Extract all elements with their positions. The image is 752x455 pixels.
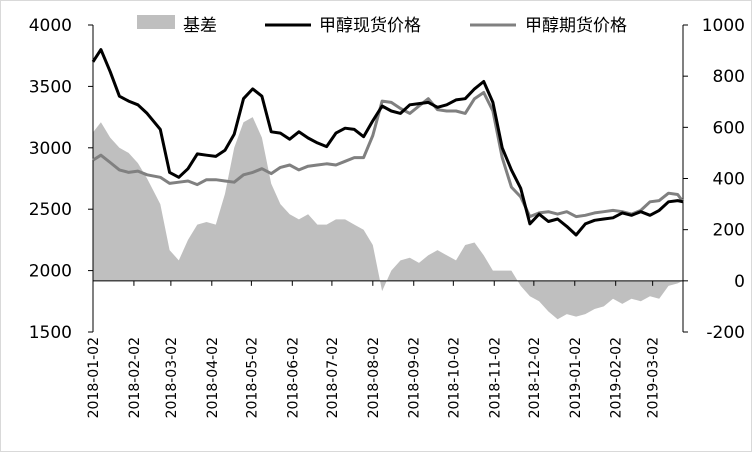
series-basis-area (93, 117, 683, 320)
x-tick-label: 2018-10-02 (446, 337, 462, 418)
x-tick-label: 2018-07-02 (325, 337, 341, 418)
x-tick-label: 2018-08-02 (366, 337, 382, 418)
legend: 基差 甲醇现货价格 甲醇期货价格 (137, 15, 627, 36)
legend-basis-swatch (137, 15, 175, 29)
left-tick-label: 4000 (29, 16, 72, 36)
basis-area-layer (93, 117, 683, 320)
right-tick-label: 800 (713, 67, 745, 87)
legend-label: 基差 (183, 16, 217, 36)
x-tick-label: 2018-02-02 (127, 337, 143, 418)
right-tick-label: -200 (706, 323, 745, 343)
x-tick-label: 2018-11-02 (487, 337, 503, 418)
axes-layer (88, 24, 688, 333)
tick-labels-layer: 2018-01-02 2018-02-02 2018-03-02 2018-04-02… (29, 16, 745, 418)
x-tick-label: 2019-02-02 (609, 337, 625, 418)
x-tick-label: 2019-03-02 (646, 337, 662, 418)
legend-label: 甲醇现货价格 (319, 16, 421, 36)
x-tick-label: 2018-09-02 (407, 337, 423, 418)
right-tick-label: 200 (713, 221, 745, 241)
left-tick-label: 3000 (29, 139, 72, 159)
right-tick-label: 0 (734, 272, 745, 292)
x-tick-label: 2018-03-02 (164, 337, 180, 418)
x-tick-label: 2018-05-02 (244, 337, 260, 418)
right-tick-label: 400 (713, 170, 745, 190)
right-tick-label: 600 (713, 118, 745, 138)
left-tick-label: 2000 (29, 262, 72, 282)
right-tick-label: 1000 (702, 16, 745, 36)
x-tick-label: 2018-01-02 (86, 337, 102, 418)
legend-label: 甲醇期货价格 (525, 16, 627, 36)
series-spot-price-line (91, 48, 684, 237)
x-tick-label: 2018-12-02 (527, 337, 543, 418)
series-futures-price-line (92, 91, 685, 219)
x-tick-label: 2018-06-02 (285, 337, 301, 418)
x-tick-label: 2018-04-02 (205, 337, 221, 418)
left-tick-label: 1500 (29, 323, 72, 343)
left-tick-label: 2500 (29, 200, 72, 220)
price-lines-layer (91, 48, 685, 237)
x-tick-label: 2019-01-02 (568, 337, 584, 418)
left-tick-label: 3500 (29, 77, 72, 97)
